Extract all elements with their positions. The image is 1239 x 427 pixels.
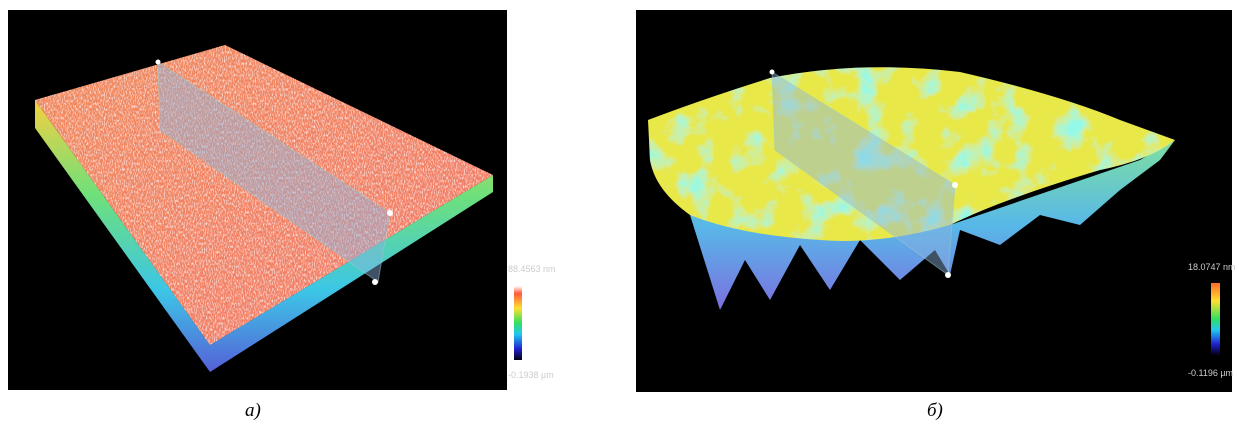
caption: б) (927, 400, 943, 421)
marker (387, 210, 393, 216)
color-bar (514, 286, 522, 360)
scale-min: -0.1196 µm (1188, 368, 1233, 378)
marker (770, 70, 775, 75)
scale-max: 88.4563 nm (508, 264, 556, 274)
panel-b: 18.0747 nm -0.1196 µm б) (636, 10, 1236, 421)
marker (952, 182, 958, 188)
marker (372, 279, 378, 285)
scale-max: 18.0747 nm (1188, 262, 1236, 272)
figure: 88.4563 nm -0.1938 µm a) 18.0747 nm -0.1… (0, 0, 1239, 427)
color-bar (1211, 283, 1220, 355)
marker (156, 60, 161, 65)
marker (945, 272, 951, 278)
scale-min: -0.1938 µm (508, 370, 554, 380)
caption: a) (245, 400, 261, 421)
panel-a: 88.4563 nm -0.1938 µm a) (8, 10, 556, 421)
